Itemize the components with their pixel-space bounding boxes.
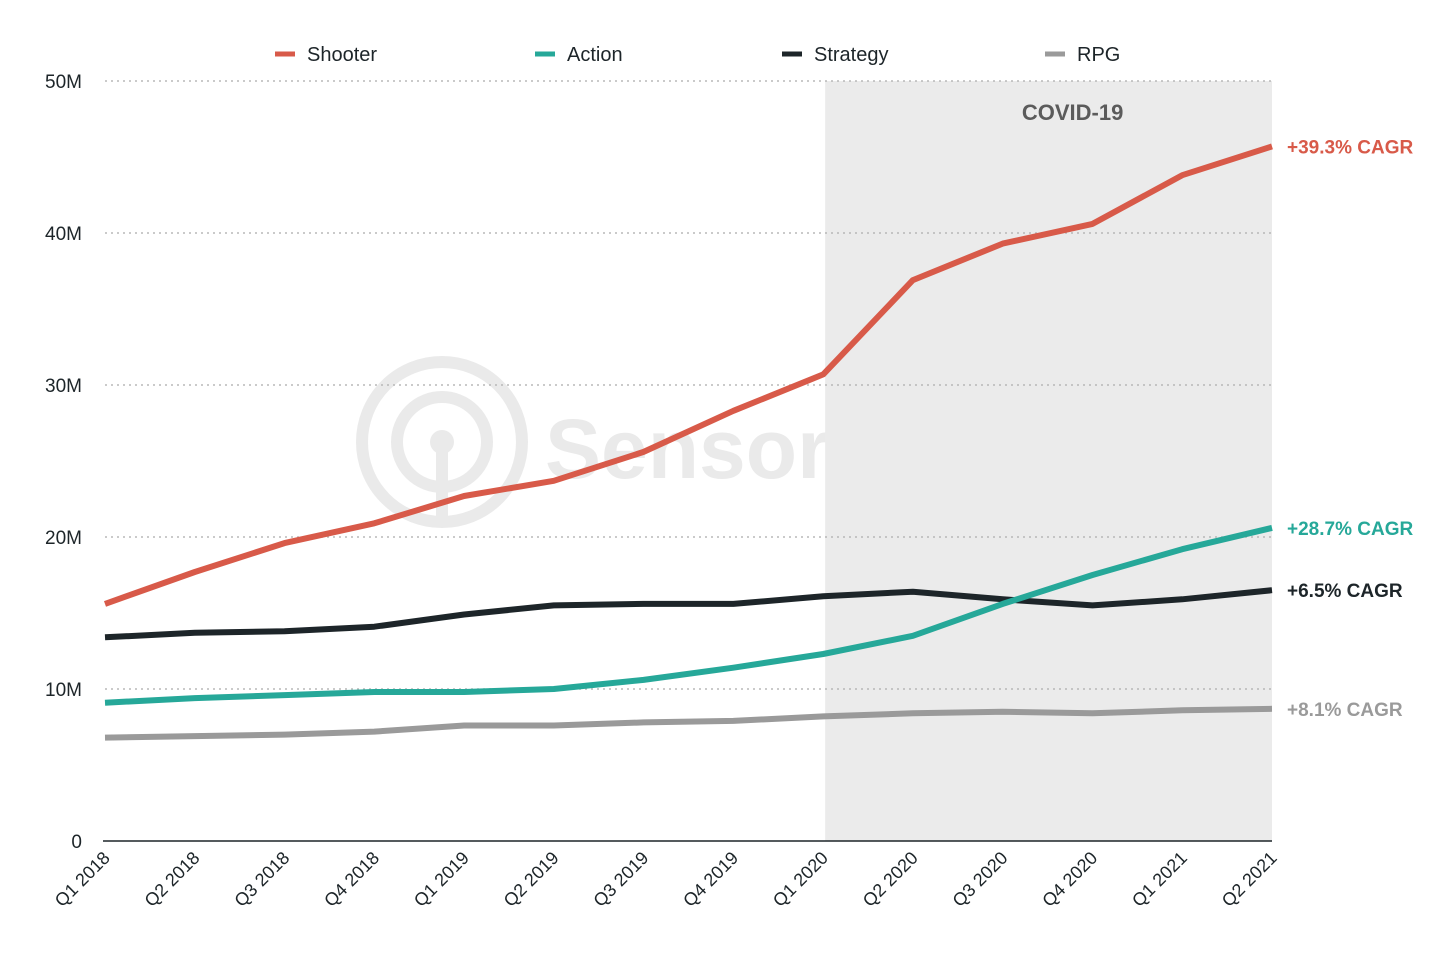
x-tick-label: Q3 2018 (230, 848, 293, 911)
series-line-rpg (104, 705, 1273, 741)
x-tick-label: Q2 2020 (859, 848, 922, 911)
x-tick-label: Q3 2019 (589, 848, 652, 911)
gridlines (105, 80, 1272, 690)
y-tick-label: 30M (45, 376, 82, 397)
cagr-label-shooter: +39.3% CAGR (1287, 137, 1413, 158)
y-axis: 0 10M 20M 30M 40M 50M (45, 72, 82, 853)
x-tick-label: Q4 2019 (679, 848, 742, 911)
x-tick-label: Q2 2019 (500, 848, 563, 911)
legend-label-strategy: Strategy (814, 44, 888, 66)
series-line-shooter (103, 143, 1273, 607)
series-line-action (104, 524, 1273, 706)
y-tick-label: 10M (45, 680, 82, 701)
cagr-label-action: +28.7% CAGR (1287, 519, 1413, 540)
series-lines (103, 143, 1273, 741)
legend-label-rpg: RPG (1077, 44, 1120, 66)
legend-label-action: Action (567, 44, 623, 66)
legend: Shooter Action Strategy RPG (275, 44, 1120, 66)
y-tick-label: 40M (45, 224, 82, 245)
x-tick-label: Q2 2021 (1218, 848, 1281, 911)
y-tick-label: 0 (71, 832, 82, 853)
x-tick-label: Q4 2020 (1038, 848, 1101, 911)
x-tick-label: Q3 2020 (949, 848, 1012, 911)
cagr-label-rpg: +8.1% CAGR (1287, 700, 1403, 721)
covid-label: COVID-19 (1022, 100, 1123, 125)
y-tick-label: 20M (45, 528, 82, 549)
x-tick-label: Q2 2018 (141, 848, 204, 911)
x-tick-label: Q1 2018 (51, 848, 114, 911)
x-tick-label: Q1 2019 (410, 848, 473, 911)
covid-shaded-region (825, 81, 1272, 841)
x-axis: Q1 2018 Q2 2018 Q3 2018 Q4 2018 Q1 2019 Q2 20… (51, 848, 1281, 911)
series-line-strategy (104, 587, 1273, 641)
x-tick-label: Q4 2018 (320, 848, 383, 911)
x-tick-label: Q1 2021 (1128, 848, 1191, 911)
x-tick-label: Q1 2020 (769, 848, 832, 911)
sensor-tower-logo-icon (356, 356, 528, 528)
cagr-label-strategy: +6.5% CAGR (1287, 581, 1403, 602)
y-tick-label: 50M (45, 72, 82, 93)
legend-label-shooter: Shooter (307, 44, 377, 66)
cagr-labels: +39.3% CAGR +28.7% CAGR +6.5% CAGR +8.1% CA… (1287, 137, 1413, 720)
